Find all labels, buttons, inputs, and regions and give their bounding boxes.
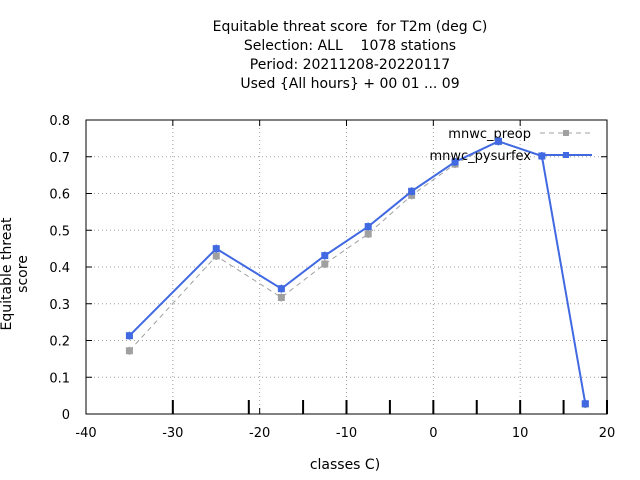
series-line-mnwc_pysurfex [128,140,587,404]
data-point [277,294,285,302]
legend-marker [563,130,569,136]
title-line-4: Used {All hours} + 00 01 ... 09 [240,76,460,92]
data-point [125,332,133,340]
x-tick-label: -20 [249,426,270,441]
x-tick-label: 10 [512,426,529,441]
data-point [321,260,329,268]
legend-label: mnwc_pysurfex [429,149,531,164]
x-tick-label: 20 [599,426,616,441]
title-line-2: Selection: ALL 1078 stations [243,38,457,54]
data-point [494,137,502,145]
y-tick-label: 0.8 [49,114,70,129]
x-tick-label: -40 [75,426,96,441]
data-point [364,223,372,231]
data-point [408,187,416,195]
data-point [364,230,372,238]
chart-title: Equitable threat score for T2m (deg C) S… [0,18,640,94]
title-line-3: Period: 20211208-20220117 [249,57,451,73]
series-line-mnwc_preop [129,140,586,405]
y-tick-label: 0.7 [49,151,70,166]
legend-marker [563,152,569,158]
x-tick-label: -30 [162,426,183,441]
y-tick-label: 0.3 [49,298,70,313]
y-tick-label: 0.1 [49,371,70,386]
legend-label: mnwc_preop [448,127,531,142]
data-point [212,252,220,260]
y-tick-label: 0.4 [49,261,70,276]
data-point [451,158,459,166]
y-tick-label: 0.6 [49,188,70,203]
data-point [212,245,220,253]
x-tick-label: 0 [429,426,437,441]
data-point [321,252,329,260]
data-point [125,347,133,355]
x-tick-label: -10 [336,426,357,441]
title-line-1: Equitable threat score for T2m (deg C) [212,19,488,35]
y-tick-label: 0 [62,408,70,423]
y-tick-label: 0.2 [49,335,70,350]
data-point [581,400,589,408]
data-point [277,285,285,293]
data-point [538,152,546,160]
y-tick-label: 0.5 [49,224,70,239]
x-axis-label: classes C) [309,457,381,473]
